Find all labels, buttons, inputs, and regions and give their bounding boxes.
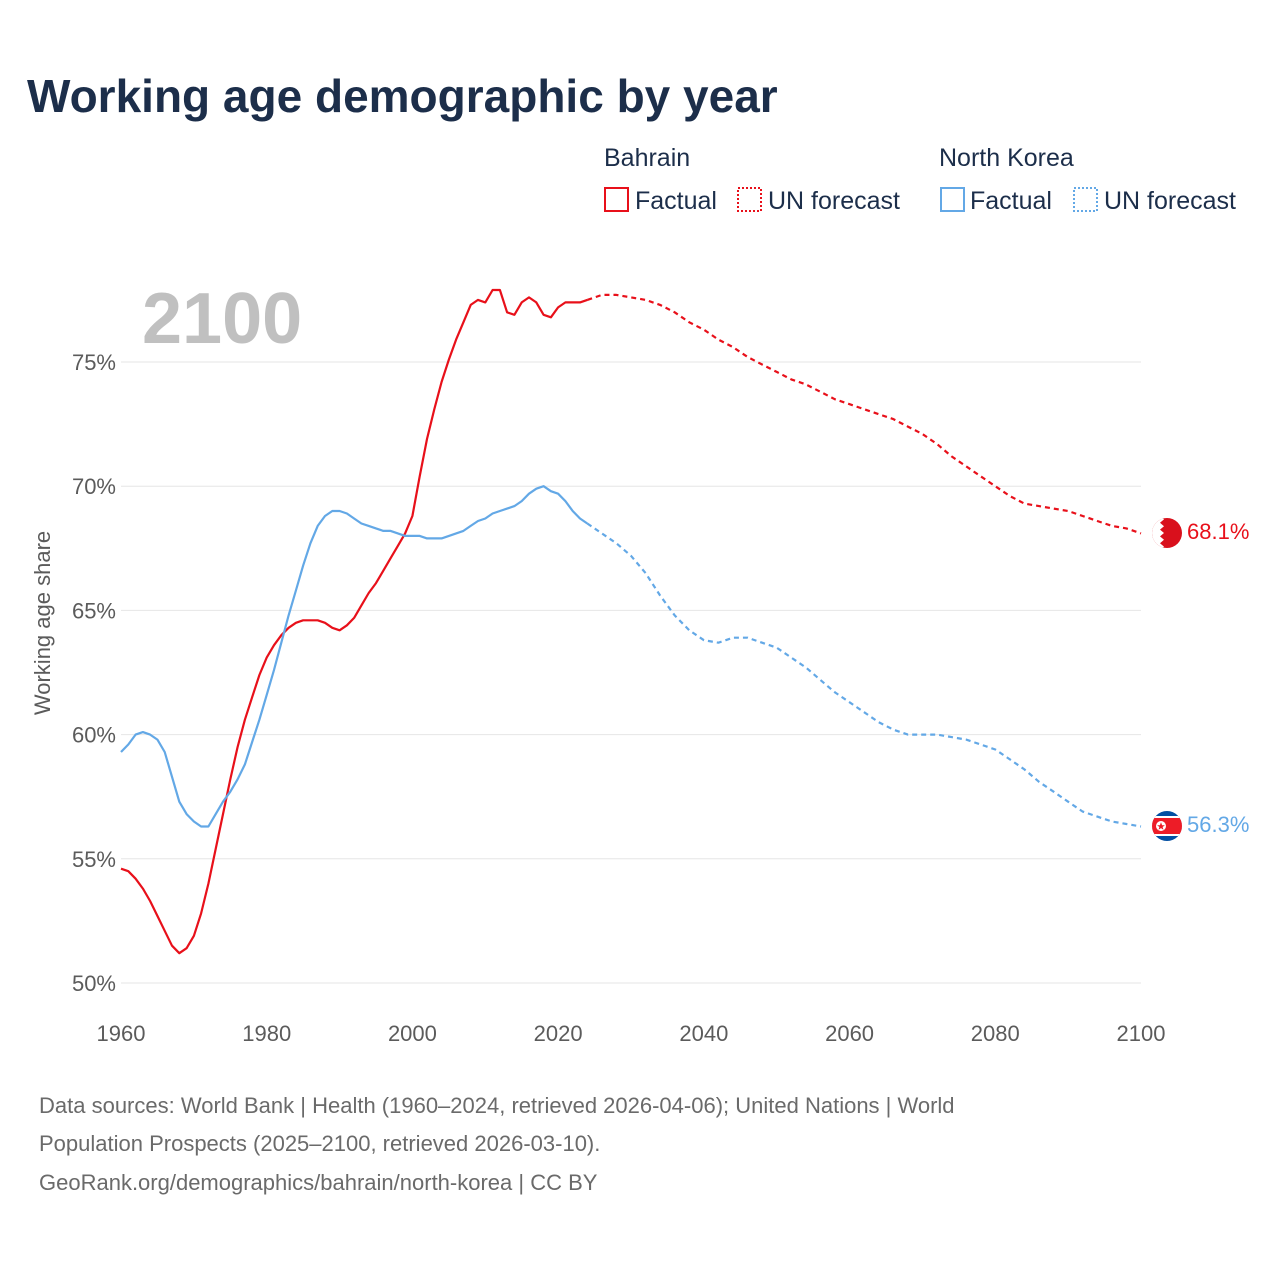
- x-tick-label: 2040: [679, 1021, 728, 1046]
- chart-title: Working age demographic by year: [27, 70, 778, 122]
- y-axis-label: Working age share: [30, 531, 55, 715]
- end-label-bahrain: 68.1%: [1187, 519, 1249, 544]
- legend-swatch-north-korea-factual: [940, 187, 965, 212]
- source-line-1: Data sources: World Bank | Health (1960–…: [39, 1093, 955, 1118]
- bahrain-flag-icon: [1152, 518, 1182, 548]
- x-tick-label: 1980: [242, 1021, 291, 1046]
- legend: Bahrain Factual UN forecast North Korea …: [604, 144, 1236, 215]
- y-tick-label: 65%: [72, 598, 116, 623]
- series-line-bahrain-factual: [120, 288, 588, 955]
- legend-swatch-north-korea-forecast: [1073, 187, 1098, 212]
- source-link[interactable]: GeoRank.org/demographics/bahrain/north-k…: [39, 1170, 598, 1195]
- x-tick-label: 2000: [388, 1021, 437, 1046]
- legend-swatch-bahrain-forecast: [737, 187, 762, 212]
- legend-label-bahrain-forecast: UN forecast: [768, 187, 900, 215]
- end-label-north-korea: 56.3%: [1187, 812, 1249, 837]
- axis-ticks: 50% 55% 60% 65% 70% 75% 1960 1980 2000 2020 2040 20…: [72, 350, 1166, 1046]
- x-tick-label: 1960: [97, 1021, 146, 1046]
- legend-country-north-korea: North Korea: [939, 144, 1074, 172]
- series-line-north-korea-factual: [120, 485, 588, 828]
- source-line-2: Population Prospects (2025–2100, retriev…: [39, 1131, 600, 1156]
- x-tick-label: 2100: [1117, 1021, 1166, 1046]
- series-lines: [120, 288, 1142, 955]
- y-tick-label: 70%: [72, 474, 116, 499]
- legend-label-north-korea-forecast: UN forecast: [1104, 187, 1236, 215]
- legend-label-bahrain-factual: Factual: [635, 187, 717, 215]
- series-line-north-korea-forecast: [586, 522, 1142, 828]
- x-tick-label: 2060: [825, 1021, 874, 1046]
- y-tick-label: 60%: [72, 723, 116, 748]
- north-korea-flag-icon: [1152, 811, 1182, 841]
- x-tick-label: 2020: [534, 1021, 583, 1046]
- x-tick-label: 2080: [971, 1021, 1020, 1046]
- legend-country-bahrain: Bahrain: [604, 144, 690, 172]
- legend-swatch-bahrain-factual: [604, 187, 629, 212]
- y-tick-label: 55%: [72, 847, 116, 872]
- current-year-label: 2100: [142, 279, 302, 359]
- series-line-bahrain-forecast: [586, 293, 1142, 535]
- legend-label-north-korea-factual: Factual: [970, 187, 1052, 215]
- y-tick-label: 75%: [72, 350, 116, 375]
- y-tick-label: 50%: [72, 971, 116, 996]
